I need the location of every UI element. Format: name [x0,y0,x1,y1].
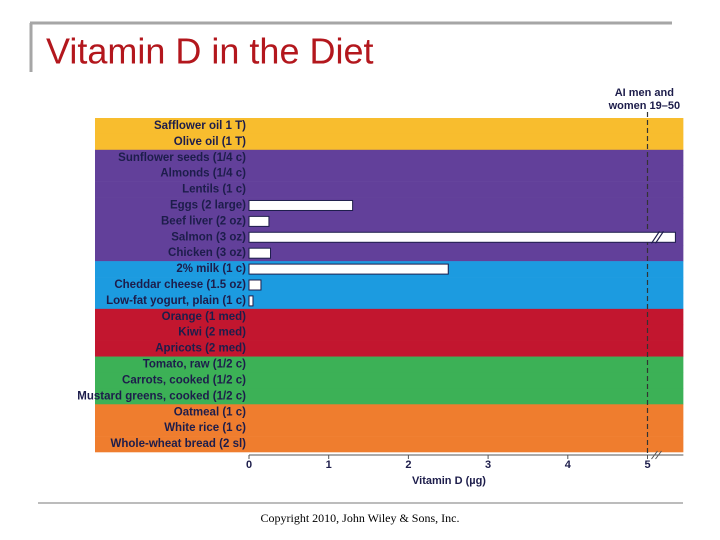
row-band [95,324,684,341]
x-axis-label: Vitamin D (µg) [412,475,486,487]
x-tick-label: 4 [565,459,572,471]
category-label: Low-fat yogurt, plain (1 c) [106,295,246,307]
category-label: Safflower oil 1 T) [154,120,246,132]
category-label: Orange (1 med) [162,311,247,323]
reference-label: women 19–50 [608,100,681,112]
category-label: Cheddar cheese (1.5 oz) [114,279,246,291]
row-band [95,133,684,151]
row-band [95,277,684,294]
row-band [95,404,684,421]
row-band [95,372,684,389]
row-band [95,165,684,182]
x-tick-label: 2 [405,459,411,471]
category-label: Sunflower seeds (1/4 c) [118,152,246,164]
break-mark [655,230,664,244]
break-mark [651,230,660,244]
category-label: Eggs (2 large) [170,200,246,212]
axis-break [651,450,658,460]
bar [248,215,270,227]
slide-title: Vitamin D in the Diet [46,31,373,72]
row-band [95,245,684,262]
row-band [95,420,684,437]
footer: Copyright 2010, John Wiley & Sons, Inc. [261,511,460,525]
axis-break [655,450,662,460]
row-band [95,181,684,198]
bar [248,295,254,307]
row-band [95,118,684,135]
category-label: Olive oil (1 T) [174,136,246,148]
bar [248,231,676,243]
category-label: Apricots (2 med) [155,343,246,355]
category-label: Beef liver (2 oz) [161,215,246,227]
row-band [95,213,684,230]
category-label: Kiwi (2 med) [178,327,246,339]
bar [248,279,262,291]
x-tick-label: 0 [246,459,252,471]
category-label: Mustard greens, cooked (1/2 c) [77,390,246,402]
category-label: White rice (1 c) [164,422,246,434]
reference-label: AI men and [615,87,674,99]
category-label: Oatmeal (1 c) [174,406,246,418]
bar [248,263,449,275]
x-tick-label: 3 [485,459,491,471]
x-tick-label: 5 [644,459,650,471]
category-label: Carrots, cooked (1/2 c) [122,374,246,386]
row-band [95,149,684,167]
category-label: Almonds (1/4 c) [160,168,246,180]
category-label: Tomato, raw (1/2 c) [143,359,246,371]
row-band [95,436,684,453]
row-band [95,197,684,214]
bar [248,199,354,211]
category-label: Whole-wheat bread (2 sl) [111,438,247,450]
row-band [95,388,684,405]
category-label: Salmon (3 oz) [171,231,246,243]
row-band [95,340,684,357]
label-area [0,116,95,454]
bar [248,247,272,259]
row-band [95,356,684,373]
category-label: Lentils (1 c) [182,184,246,196]
row-band [95,292,684,310]
category-label: Chicken (3 oz) [168,247,246,259]
category-label: 2% milk (1 c) [176,263,246,275]
row-band [95,308,684,326]
x-tick-label: 1 [326,459,332,471]
